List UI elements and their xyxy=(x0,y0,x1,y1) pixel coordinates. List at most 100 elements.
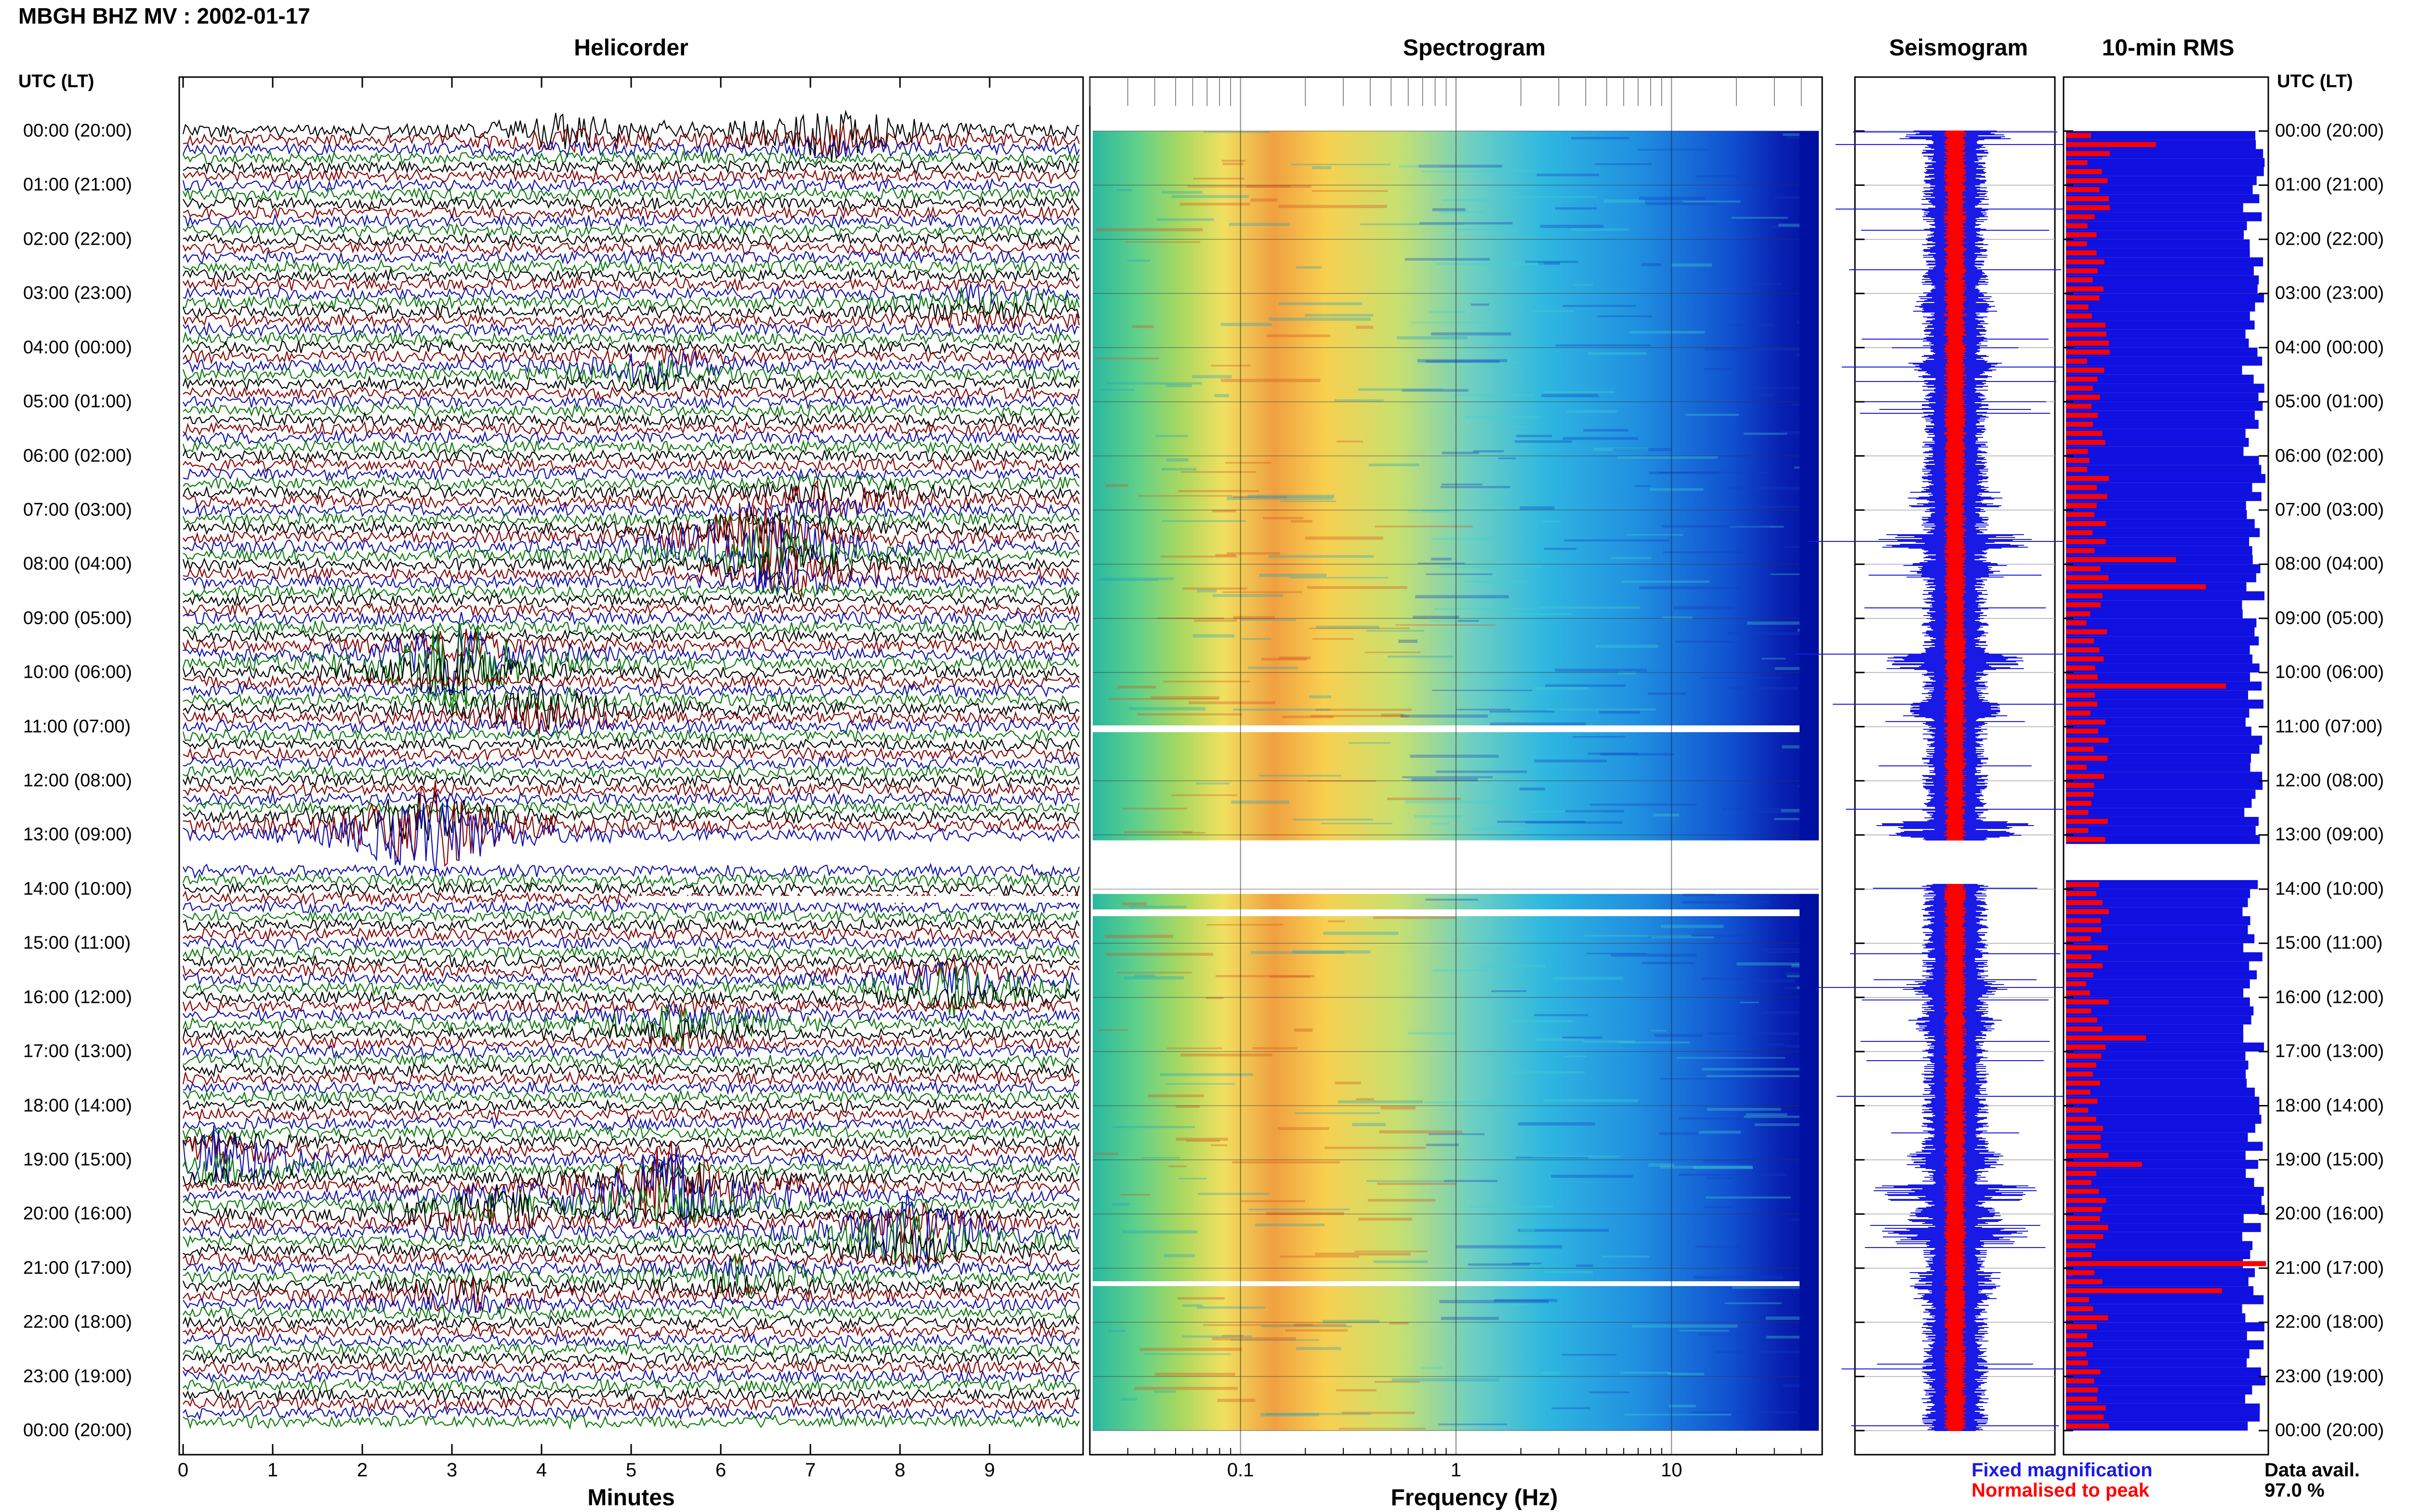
spectrogram-streak xyxy=(1431,557,1452,561)
spectrogram-streak xyxy=(1358,388,1443,391)
hour-label-left: 14:00 (10:00) xyxy=(23,879,132,899)
rms-normalised-bar xyxy=(2066,404,2092,409)
helicorder-trace xyxy=(182,1004,1080,1049)
helicorder-trace xyxy=(183,549,1080,600)
rms-fixed-bar xyxy=(2066,573,2256,582)
helicorder-trace xyxy=(182,629,1080,662)
spectrogram-streak xyxy=(1098,1029,1128,1031)
spectrogram-streak xyxy=(1774,817,1809,820)
helicorder-trace xyxy=(183,1141,1080,1223)
rms-normalised-bar xyxy=(2066,250,2097,256)
spectrogram-streak xyxy=(1266,1211,1344,1215)
rms-normalised-bar xyxy=(2066,1288,2222,1293)
spectrogram-streak xyxy=(1180,1053,1272,1057)
spectrogram-streak xyxy=(1417,359,1508,363)
rms-normalised-bar xyxy=(2066,1252,2092,1257)
hour-label-left: 15:00 (11:00) xyxy=(23,933,131,953)
spectrogram-streak xyxy=(1408,510,1503,513)
spectrogram-title: Spectrogram xyxy=(1403,35,1546,61)
spectrogram-streak xyxy=(1774,196,1819,199)
helicorder-trace xyxy=(183,628,1080,644)
spectrogram-streak xyxy=(1248,667,1298,669)
rms-fixed-bar xyxy=(2066,889,2250,898)
spectrogram-streak xyxy=(1456,1245,1562,1249)
hour-label-right: 07:00 (03:00) xyxy=(2275,500,2384,520)
spectrogram-streak xyxy=(1660,1078,1746,1080)
rms-fixed-bar xyxy=(2066,302,2255,312)
spectrogram-streak xyxy=(1203,131,1270,133)
rms-fixed-bar xyxy=(2066,1331,2247,1341)
rms-normalised-bar xyxy=(2066,1189,2099,1194)
spectrogram-streak xyxy=(1211,365,1251,367)
rms-normalised-bar xyxy=(2066,196,2109,201)
rms-fixed-bar xyxy=(2066,356,2263,366)
spectrogram-streak xyxy=(1726,323,1773,327)
spectrogram-streak xyxy=(1310,715,1409,717)
rms-fixed-bar xyxy=(2066,338,2249,348)
spectrogram-streak xyxy=(1555,669,1647,672)
helicorder-trace xyxy=(183,944,1080,960)
spectrogram-streak xyxy=(1747,621,1819,625)
spectrogram-streak xyxy=(1766,951,1807,953)
rms-normalised-bar xyxy=(2066,1134,2101,1140)
spectrogram-streak xyxy=(1678,1173,1787,1176)
spectrogram-streak xyxy=(1621,580,1710,583)
spectrogram-streak xyxy=(1679,1329,1729,1332)
spectrogram-streak xyxy=(1639,586,1740,590)
spectrogram-streak xyxy=(1391,1378,1499,1382)
spectrogram-tick-label: 0.1 xyxy=(1227,1459,1254,1481)
spectrogram-streak xyxy=(1746,394,1774,397)
rms-fixed-bar xyxy=(2066,510,2247,519)
rms-fixed-bar xyxy=(2066,1142,2263,1151)
helicorder-trace xyxy=(182,1153,1080,1186)
rms-title: 10-min RMS xyxy=(2102,35,2235,61)
spectrogram-streak xyxy=(1732,1286,1819,1289)
hour-label-left: 21:00 (17:00) xyxy=(23,1258,132,1278)
spectrogram-streak xyxy=(1338,1100,1423,1104)
helicorder-trace xyxy=(182,139,1080,159)
rms-fixed-bar xyxy=(2066,564,2261,574)
seismogram xyxy=(1794,76,2117,1456)
spectrogram-streak xyxy=(1520,1228,1535,1232)
spectrogram-streak xyxy=(1389,1322,1409,1325)
spectrogram-streak xyxy=(1519,787,1545,790)
rms-normalised-bar xyxy=(2066,1197,2106,1203)
rms-normalised-bar xyxy=(2066,701,2098,707)
spectrogram-streak xyxy=(1654,1034,1703,1037)
spectrogram-streak xyxy=(1250,198,1278,202)
spectrogram-streak xyxy=(1215,554,1236,557)
helicorder-trace xyxy=(183,509,1080,544)
spectrogram-streak xyxy=(1534,1014,1588,1016)
spectrogram-streak xyxy=(1176,1137,1228,1141)
helicorder-trace xyxy=(183,1302,1080,1322)
spectrogram-streak xyxy=(1189,701,1276,704)
rms-fixed-bar xyxy=(2066,591,2264,601)
helicorder-trace xyxy=(183,1405,1080,1421)
spectrogram-streak xyxy=(1731,217,1788,219)
helicorder-trace xyxy=(183,473,1080,494)
spectrogram-streak xyxy=(1438,1423,1508,1425)
rms-fixed-bar xyxy=(2066,447,2244,456)
spectrogram-streak xyxy=(1282,715,1334,719)
helicorder-trace xyxy=(182,511,1080,527)
rms-fixed-bar xyxy=(2066,898,2248,907)
helicorder-trace xyxy=(182,439,1080,455)
spectrogram-streak xyxy=(1315,1252,1411,1256)
rms-normalised-bar xyxy=(2066,1396,2097,1402)
helicorder-trace xyxy=(182,898,1080,915)
helicorder-trace xyxy=(183,984,1080,1011)
rms-fixed-bar xyxy=(2066,1042,2264,1052)
rms-fixed-bar xyxy=(2066,465,2262,474)
spectrogram-streak xyxy=(1225,462,1271,464)
rms-normalised-bar xyxy=(2066,431,2103,436)
rms-fixed-bar xyxy=(2066,1024,2244,1034)
helicorder-trace xyxy=(183,150,1080,166)
helicorder-tick-label: 9 xyxy=(984,1459,995,1481)
spectrogram-streak xyxy=(1168,1165,1187,1168)
spectrogram-streak xyxy=(1166,458,1189,462)
helicorder-trace xyxy=(183,195,1080,211)
helicorder-trace xyxy=(182,359,1080,392)
helicorder-trace xyxy=(183,456,1080,473)
rms-fixed-bar xyxy=(2066,248,2250,258)
spectrogram-streak xyxy=(1162,520,1246,522)
